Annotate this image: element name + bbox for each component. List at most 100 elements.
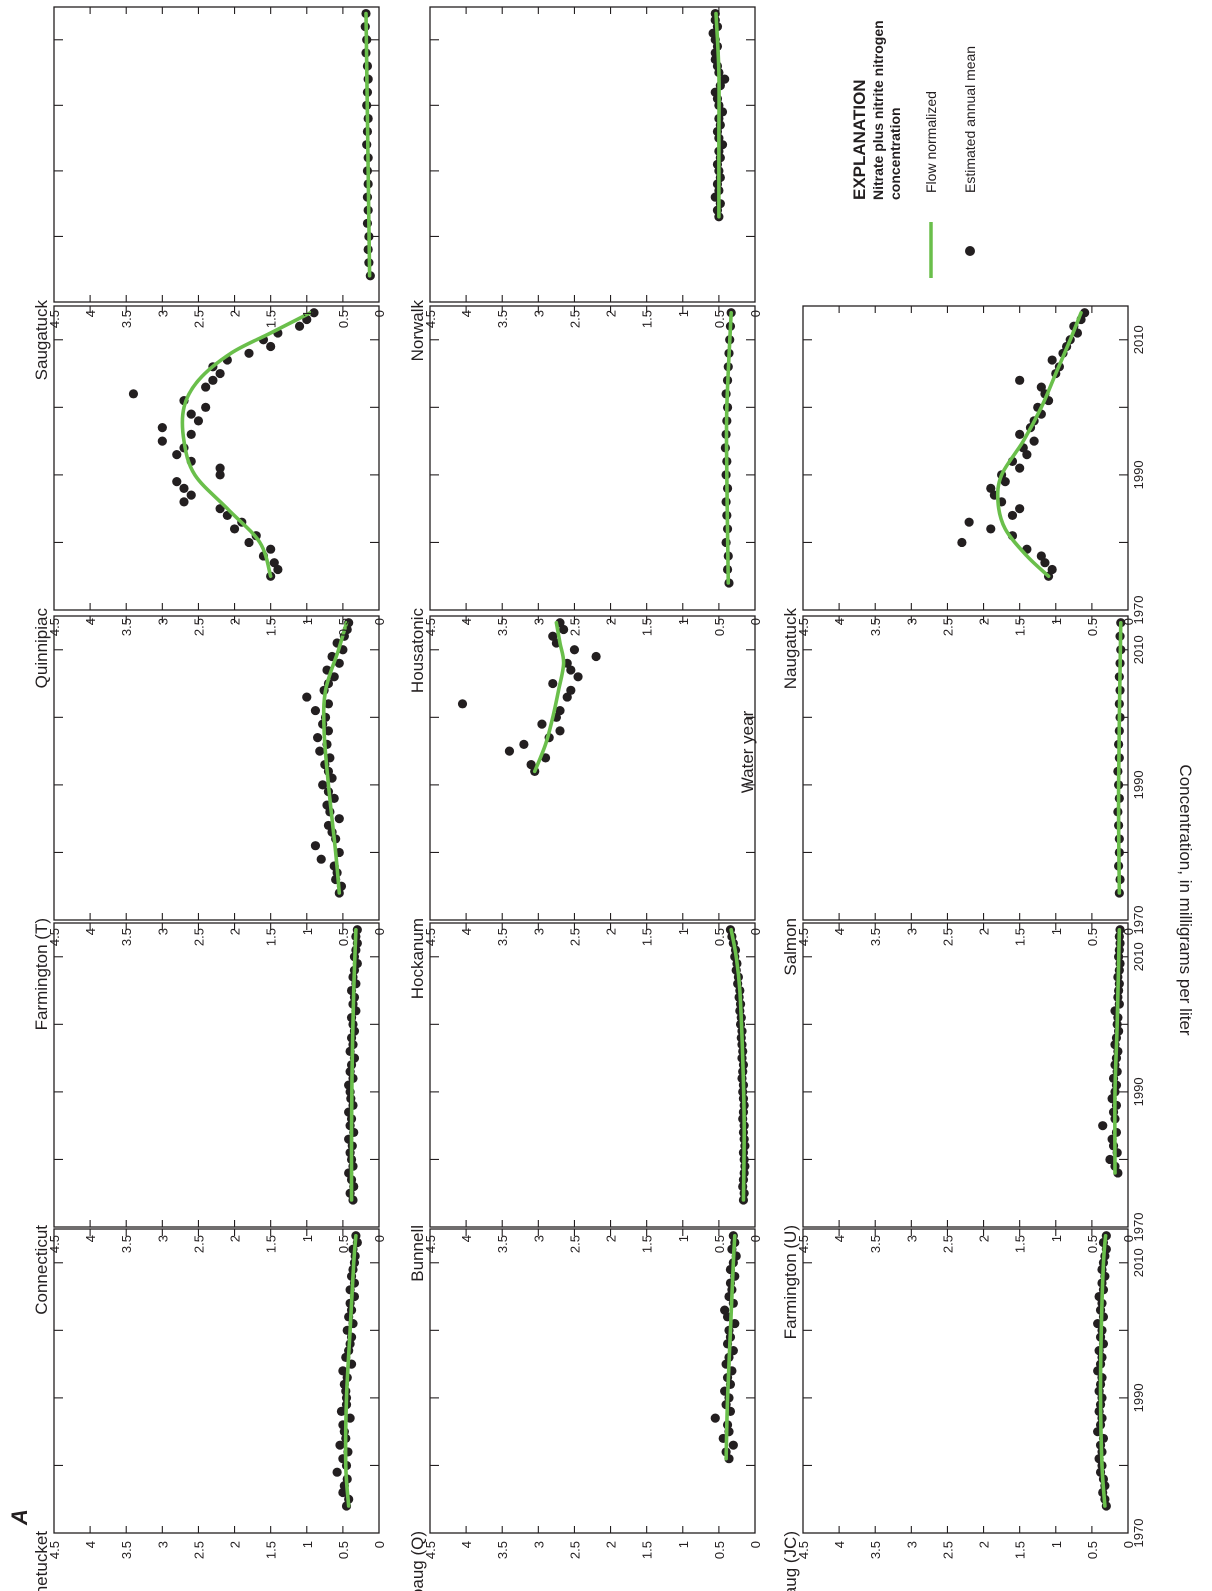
- y-tick-label: 3.5: [119, 618, 134, 636]
- y-tick-label: 2: [977, 1235, 992, 1242]
- data-point: [128, 389, 139, 399]
- x-tick-label: 1990: [1131, 770, 1146, 799]
- data-point: [1029, 436, 1039, 446]
- y-tick-label: 3.5: [868, 1235, 883, 1253]
- y-tick-label: 2.5: [567, 618, 582, 636]
- data-point: [179, 483, 189, 493]
- y-tick-label: 0.5: [1085, 618, 1100, 636]
- trend-line: [714, 11, 721, 219]
- y-tick-label: 3: [531, 618, 546, 625]
- y-tick-label: 4.5: [47, 310, 62, 328]
- y-tick-label: 4.5: [423, 618, 438, 636]
- data-point: [504, 746, 515, 756]
- data-point: [313, 733, 323, 743]
- y-tick-label: 2.5: [191, 1235, 206, 1253]
- panel-title: Housatonic: [408, 608, 427, 694]
- y-tick-label: 2.5: [940, 1235, 955, 1253]
- data-point: [569, 645, 580, 655]
- data-point: [1015, 504, 1025, 514]
- y-tick-label: 4: [83, 1541, 98, 1548]
- x-tick-label: 1990: [1131, 1383, 1146, 1412]
- data-point: [315, 746, 325, 756]
- y-tick-label: 1: [676, 1541, 691, 1548]
- y-tick-label: 0: [748, 928, 763, 935]
- y-tick-label: 3.5: [495, 310, 510, 328]
- data-point: [229, 524, 240, 534]
- trend-line: [995, 310, 1083, 579]
- y-tick-label: 4: [832, 618, 847, 625]
- y-tick-label: 3: [531, 1235, 546, 1242]
- data-point: [519, 739, 529, 749]
- panel-quinebaug-jc: 0 0.5 1 1.5 2 2.5 3 3.5 4 4.5 1970 1990 2010 Quinebau…: [781, 1228, 1146, 1591]
- y-tick-label: 2: [604, 618, 619, 625]
- y-tick-label: 4: [459, 1541, 474, 1548]
- y-tick-label: 2.5: [567, 310, 582, 328]
- y-tick-label: 1: [300, 310, 315, 317]
- plot-frame: [802, 305, 1129, 611]
- y-tick-label: 1: [1049, 1235, 1064, 1242]
- y-tick-label: 2: [228, 310, 243, 317]
- data-point: [215, 463, 225, 473]
- y-tick-label: 2.5: [567, 1235, 582, 1253]
- y-tick-label: 1.5: [264, 618, 279, 636]
- y-tick-label: 4.5: [796, 1235, 811, 1253]
- data-point: [559, 624, 569, 635]
- y-tick-label: 3: [155, 928, 170, 935]
- y-tick-label: 4: [832, 1235, 847, 1242]
- y-tick-label: 1: [1049, 618, 1064, 625]
- y-tick-label: 1: [300, 618, 315, 625]
- data-point: [186, 429, 196, 439]
- y-tick-label: 1.5: [264, 310, 279, 328]
- x-tick-label: 2010: [1131, 635, 1146, 664]
- data-point: [728, 1440, 738, 1450]
- data-point: [329, 793, 339, 804]
- data-point: [215, 470, 225, 480]
- y-tick-label: 0.5: [336, 928, 351, 946]
- data-point: [157, 436, 167, 446]
- y-tick-label: 3.5: [868, 618, 883, 636]
- data-point: [186, 409, 196, 419]
- data-point: [266, 341, 276, 352]
- data-point: [1105, 1154, 1115, 1165]
- panel-title: Hockanum: [408, 918, 427, 999]
- legend-dot-label: Estimated annual mean: [962, 46, 978, 193]
- y-tick-label: 2: [604, 310, 619, 317]
- y-tick-label: 0.5: [1085, 1541, 1100, 1559]
- trend-line: [180, 310, 313, 579]
- y-tick-label: 1.5: [1013, 928, 1028, 946]
- data-point: [273, 564, 283, 575]
- y-tick-label: 4: [459, 928, 474, 935]
- y-tick-label: 2: [228, 1541, 243, 1548]
- y-tick-label: 1: [1049, 928, 1064, 935]
- y-tick-label: 2.5: [940, 618, 955, 636]
- data-point: [548, 678, 558, 689]
- data-point: [548, 631, 558, 641]
- y-tick-label: 4.5: [423, 310, 438, 328]
- y-tick-label: 2: [977, 1541, 992, 1548]
- y-tick-label: 0.5: [336, 618, 351, 636]
- panel-title: Farmington (U): [781, 1225, 800, 1339]
- data-point: [1098, 1121, 1108, 1131]
- y-tick-label: 0: [1121, 928, 1136, 935]
- y-tick-label: 0.5: [712, 618, 727, 636]
- y-tick-label: 3.5: [119, 928, 134, 946]
- y-tick-label: 2: [604, 928, 619, 935]
- y-tick-label: 1.5: [1013, 618, 1028, 636]
- data-point: [335, 1440, 345, 1450]
- data-point: [302, 692, 312, 702]
- data-point: [201, 402, 211, 412]
- data-point: [457, 699, 468, 709]
- plot-frame: [802, 922, 1129, 1228]
- x-tick-label: 1990: [1131, 1077, 1146, 1106]
- y-tick-label: 0: [1121, 1235, 1136, 1242]
- data-point: [540, 753, 551, 763]
- y-tick-label: 4: [83, 310, 98, 317]
- y-tick-label: 1.5: [1013, 1541, 1028, 1559]
- panel-title: Bunnell: [408, 1225, 427, 1282]
- y-tick-label: 4: [459, 310, 474, 317]
